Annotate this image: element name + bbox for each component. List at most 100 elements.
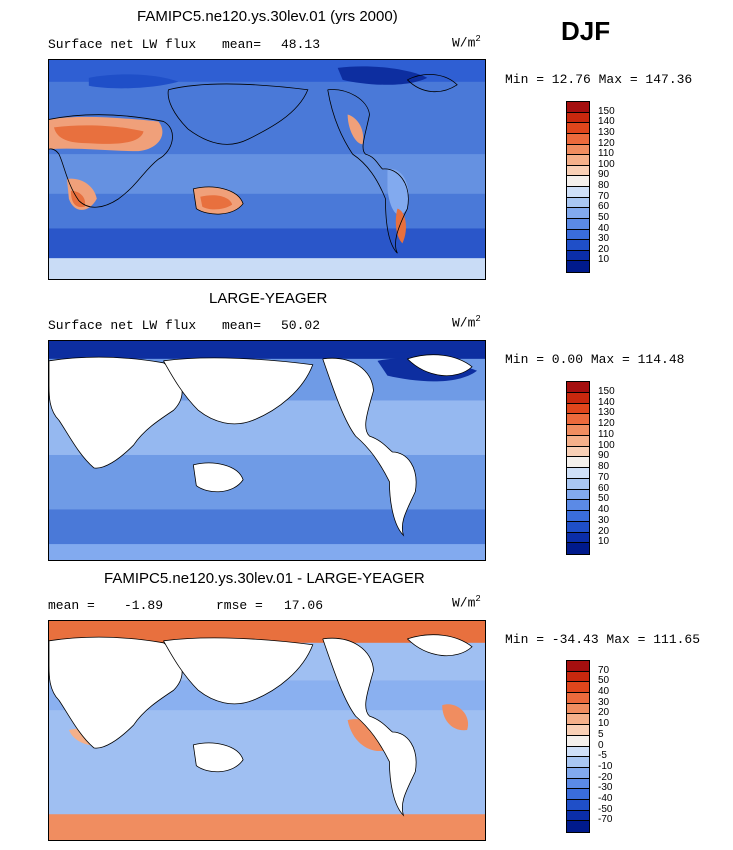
colorbar-swatch (567, 789, 589, 800)
colorbar-swatch (567, 500, 589, 511)
panel-2-mean-label: mean= (222, 318, 262, 333)
colorbar-swatch (567, 693, 589, 704)
panel-2-variable-label: Surface net LW flux (48, 318, 197, 333)
colorbar-label: 90 (598, 169, 610, 181)
colorbar-swatch (567, 392, 589, 404)
colorbar-swatch (567, 144, 589, 156)
colorbar-label: 80 (598, 461, 610, 472)
colorbar-label: 150 (598, 385, 615, 397)
colorbar-label: 50 (598, 675, 610, 687)
panel-3-units: W/m2 (452, 594, 481, 611)
colorbar-swatch (567, 457, 589, 468)
panel-3-map (48, 620, 486, 841)
colorbar-swatch (567, 435, 589, 447)
colorbar-swatch (567, 133, 589, 145)
colorbar-swatch (567, 102, 589, 113)
colorbar-label: 120 (598, 418, 615, 429)
colorbar-label: 20 (598, 525, 610, 537)
colorbar-label: -20 (598, 771, 613, 783)
panel-1-units: W/m2 (452, 34, 481, 51)
panel-3-mean-label: mean = (48, 598, 95, 613)
colorbar-label: 30 (598, 514, 610, 526)
colorbar-label: 0 (598, 739, 604, 751)
colorbar-swatch (567, 821, 589, 832)
colorbar-label: 20 (598, 707, 610, 719)
panel-2-colorbar (566, 381, 590, 555)
colorbar-swatch (567, 425, 589, 436)
colorbar-swatch (567, 810, 589, 822)
colorbar-swatch (567, 746, 589, 758)
colorbar-label: 120 (598, 137, 615, 149)
colorbar-label: 40 (598, 222, 610, 234)
colorbar-label: -40 (598, 792, 613, 804)
colorbar-label: 5 (598, 728, 604, 740)
colorbar-swatch (567, 229, 589, 241)
panel-3-colorbar (566, 660, 590, 833)
colorbar-label: -70 (598, 814, 613, 826)
colorbar-label: 30 (598, 696, 610, 708)
colorbar-swatch (567, 489, 589, 501)
colorbar-swatch (567, 218, 589, 230)
panel-1-mean-value: 48.13 (281, 37, 321, 52)
colorbar-label: -10 (598, 760, 613, 772)
colorbar-swatch (567, 661, 589, 672)
panel-2-mean-value: 50.02 (281, 318, 321, 333)
panel-1-colorbar (566, 101, 590, 273)
colorbar-label: -5 (598, 750, 607, 762)
panel-3-rmse-label: rmse = (216, 598, 263, 613)
colorbar-swatch (567, 403, 589, 415)
colorbar-swatch (567, 735, 589, 747)
season-label: DJF (561, 16, 611, 46)
panel-2-minmax: Min = 0.00 Max = 114.48 (505, 352, 685, 367)
colorbar-label: 60 (598, 482, 610, 494)
colorbar-label: 20 (598, 243, 610, 255)
colorbar-swatch (567, 478, 589, 490)
colorbar-swatch (567, 187, 589, 198)
panel-1-title: FAMIPC5.ne120.ys.30lev.01 (yrs 2000) (137, 8, 398, 25)
colorbar-label: 30 (598, 233, 610, 245)
panel-3-rmse-value: 17.06 (284, 598, 324, 613)
colorbar-label: 40 (598, 504, 610, 515)
colorbar-swatch (567, 778, 589, 790)
colorbar-label: 70 (598, 664, 610, 676)
panel-1-map (48, 59, 486, 280)
colorbar-swatch (567, 176, 589, 187)
colorbar-swatch (567, 767, 589, 779)
colorbar-swatch (567, 682, 589, 694)
colorbar-swatch (567, 671, 589, 683)
colorbar-label: 40 (598, 686, 610, 698)
colorbar-label: 70 (598, 471, 610, 483)
panel-3-mean-value: -1.89 (124, 598, 164, 613)
panel-1-variable-label: Surface net LW flux (48, 37, 197, 52)
colorbar-label: 90 (598, 450, 610, 462)
colorbar-swatch (567, 382, 589, 393)
colorbar-swatch (567, 521, 589, 533)
colorbar-label: 10 (598, 254, 610, 266)
colorbar-swatch (567, 208, 589, 219)
colorbar-swatch (567, 112, 589, 124)
colorbar-swatch (567, 725, 589, 736)
panel-2-map (48, 340, 486, 561)
colorbar-swatch (567, 446, 589, 458)
colorbar-swatch (567, 155, 589, 166)
colorbar-swatch (567, 165, 589, 177)
panel-2-title: LARGE-YEAGER (209, 290, 328, 307)
colorbar-swatch (567, 197, 589, 209)
colorbar-swatch (567, 240, 589, 251)
colorbar-label: 110 (598, 148, 614, 160)
colorbar-label: 150 (598, 105, 615, 117)
colorbar-label: 140 (598, 116, 615, 128)
colorbar-swatch (567, 532, 589, 544)
colorbar-swatch (567, 714, 589, 726)
colorbar-label: 100 (598, 158, 615, 170)
colorbar-label: 50 (598, 211, 610, 223)
colorbar-swatch (567, 799, 589, 811)
panel-3-minmax: Min = -34.43 Max = 111.65 (505, 632, 701, 647)
colorbar-label: 140 (598, 396, 615, 408)
colorbar-label: 50 (598, 493, 610, 505)
colorbar-label: -50 (598, 803, 613, 815)
colorbar-swatch (567, 414, 589, 425)
colorbar-label: 10 (598, 536, 610, 548)
colorbar-swatch (567, 123, 589, 134)
colorbar-label: 100 (598, 439, 615, 451)
